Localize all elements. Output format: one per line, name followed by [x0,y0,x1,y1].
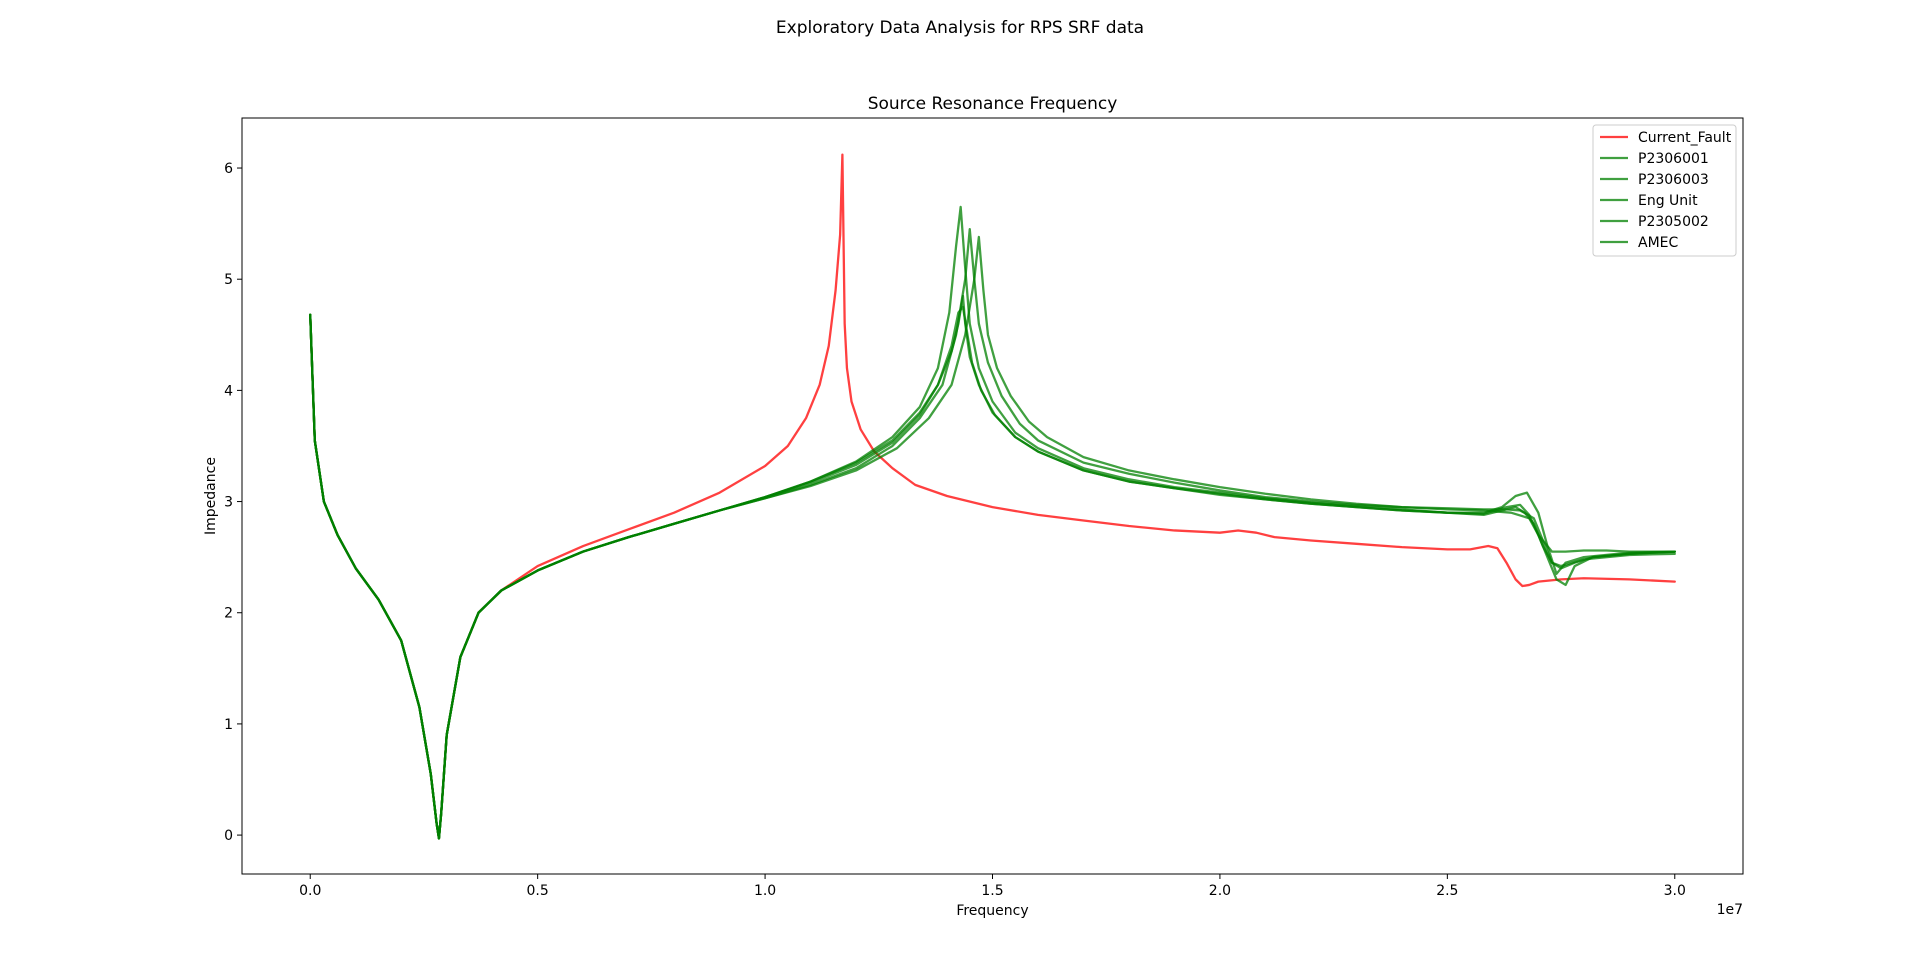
legend-items: Current_Fault P2306001 P2306003 Eng Unit P23… [1600,130,1732,251]
y-tick-label: 3 [224,495,233,511]
y-tick-label: 5 [224,272,233,288]
legend-box [1592,124,1737,257]
legend-label-p2306001: P2306001 [1638,151,1709,167]
x-tick-label: 0.0 [299,883,321,899]
series-layer [309,153,1676,840]
y-tick-label: 6 [224,161,233,177]
chart-title: Source Resonance Frequency [868,94,1118,114]
legend-label-p2306003: P2306003 [1638,172,1709,188]
legend-label-current-fault: Current_Fault [1638,130,1732,146]
x-axis-ticks: 0.0 0.5 1.0 1.5 2.0 2.5 3.0 [299,874,1686,899]
x-axis-label: Frequency [956,903,1028,919]
y-tick-label: 2 [224,606,233,622]
y-tick-label: 0 [224,828,233,844]
legend-label-amec: AMEC [1638,235,1679,251]
legend-label-eng-unit: Eng Unit [1638,193,1698,209]
x-tick-label: 2.0 [1209,883,1231,899]
y-tick-label: 1 [224,717,233,733]
series-line-amec [309,305,1676,840]
y-axis-ticks: 0 1 2 3 4 5 6 [224,161,242,844]
x-tick-label: 2.5 [1436,883,1458,899]
x-tick-label: 3.0 [1664,883,1686,899]
x-tick-label: 0.5 [527,883,549,899]
plot-frame [241,117,1744,875]
y-tick-label: 4 [224,383,233,399]
x-axis-offset-text: 1e7 [1717,902,1743,918]
x-tick-label: 1.5 [981,883,1003,899]
y-axis-label: Impedance [203,457,219,535]
figure-suptitle: Exploratory Data Analysis for RPS SRF da… [776,18,1144,38]
legend-label-p2305002: P2305002 [1638,214,1709,230]
legend: Current_Fault P2306001 P2306003 Eng Unit P23… [1592,124,1737,257]
x-tick-label: 1.0 [754,883,776,899]
